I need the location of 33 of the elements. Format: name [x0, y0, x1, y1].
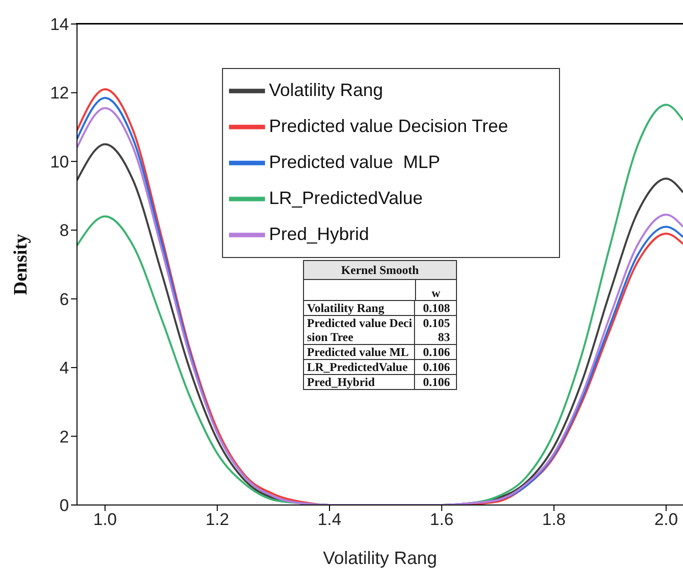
legend-label: Predicted value MLP: [269, 152, 440, 172]
annotation: w: [430, 285, 442, 300]
annotation: 0.106: [422, 375, 451, 389]
y-axis-title: Density: [10, 233, 32, 296]
y-tick-label: 8: [60, 221, 69, 240]
annotation: LR_PredictedValue: [304, 360, 415, 374]
annotation: 0.108: [422, 301, 451, 315]
annotation: 0.106: [422, 345, 451, 359]
x-tick-label: 1.2: [205, 510, 230, 530]
annotation: Volatility Rang: [304, 301, 415, 315]
y-tick-label: 10: [50, 152, 69, 172]
x-tick-label: 1.8: [542, 510, 566, 530]
y-tick-label: 0: [60, 496, 69, 516]
legend-label: LR_PredictedValue: [269, 188, 423, 208]
x-axis-title: Volatility Rang: [322, 548, 438, 568]
annotation: Predicted value ML: [304, 345, 415, 359]
annotation: Pred_Hybrid: [304, 375, 415, 389]
x-tick-label: 1.0: [93, 510, 117, 530]
annotation: 0.10583: [422, 316, 451, 344]
x-tick-label: 2.0: [654, 510, 678, 530]
legend-label: Predicted value Decision Tree: [269, 116, 508, 136]
y-tick-label: 6: [60, 290, 69, 309]
y-tick-label: 4: [60, 358, 69, 378]
y-tick-label: 2: [60, 427, 69, 446]
annotation: Kernel Smooth: [304, 261, 456, 280]
annotation: Predicted value Decision Tree: [304, 316, 415, 344]
legend-label: Pred_Hybrid: [269, 224, 370, 244]
annotation: 0.106: [422, 360, 451, 374]
x-tick-label: 1.4: [318, 510, 342, 530]
y-tick-label: 14: [50, 15, 69, 34]
y-tick-label: 12: [50, 84, 69, 103]
legend-label: Volatility Rang: [269, 80, 384, 100]
x-tick-label: 1.6: [430, 510, 454, 530]
